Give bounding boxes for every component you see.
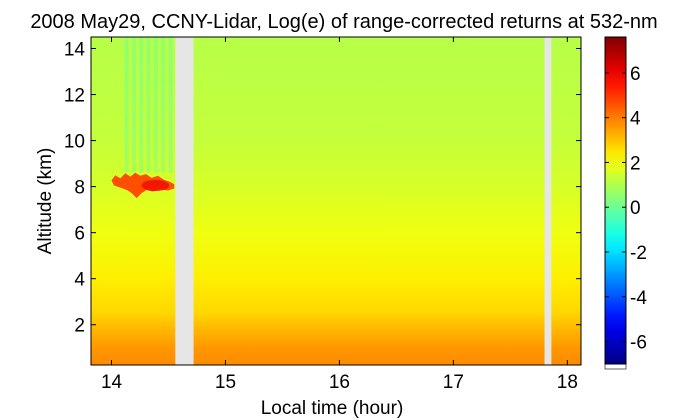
y-tick-label: 2 (74, 316, 85, 337)
colorbar-cap (604, 363, 627, 370)
y-axis-label: Altitude (km) (35, 148, 56, 255)
colorbar-tick-label: 4 (630, 109, 641, 130)
colorbar-ticks: -6 -4 -2 0 2 4 6 (605, 64, 647, 354)
x-tick-label: 15 (215, 372, 236, 393)
y-axis: 2 4 6 8 10 12 14 (64, 40, 581, 337)
data-gap (175, 37, 194, 365)
data-gap (544, 37, 552, 365)
noise-streak (168, 37, 173, 173)
heatmap-background (91, 37, 581, 365)
colorbar-tick-label: 2 (630, 153, 641, 174)
colorbar-tick-label: -4 (630, 288, 647, 309)
x-axis: 14 15 16 17 18 (101, 37, 578, 393)
noise-streak (124, 37, 129, 173)
noise-streak (153, 37, 158, 173)
x-tick-label: 18 (557, 372, 578, 393)
colorbar-scale (605, 37, 626, 364)
noise-streak (131, 37, 136, 173)
cloud-core (141, 179, 170, 192)
colorbar-tick-label: -2 (630, 243, 647, 264)
y-tick-label: 12 (64, 86, 85, 107)
chart-title: 2008 May29, CCNY-Lidar, Log(e) of range-… (30, 11, 657, 33)
heatmap-features (111, 37, 175, 199)
x-tick-label: 17 (443, 372, 464, 393)
noise-streak (146, 37, 151, 173)
y-tick-label: 4 (74, 270, 85, 291)
noise-streak (161, 37, 166, 173)
plot-frame (90, 36, 582, 366)
y-tick-label: 6 (74, 224, 85, 245)
colorbar-tick-label: -6 (630, 333, 647, 354)
x-tick-label: 14 (101, 372, 123, 393)
colorbar-frame (604, 36, 627, 365)
data-gaps (175, 37, 552, 365)
colorbar-tick-label: 0 (630, 198, 641, 219)
y-tick-label: 10 (64, 132, 85, 153)
x-tick-label: 16 (329, 372, 350, 393)
heatmap (91, 37, 581, 365)
y-tick-label: 8 (74, 178, 85, 199)
colorbar-tick-label: 6 (630, 64, 641, 85)
noise-streak (139, 37, 144, 173)
y-tick-label: 14 (64, 40, 86, 61)
x-axis-label: Local time (hour) (261, 398, 404, 419)
colorbar: -6 -4 -2 0 2 4 6 (604, 36, 647, 370)
